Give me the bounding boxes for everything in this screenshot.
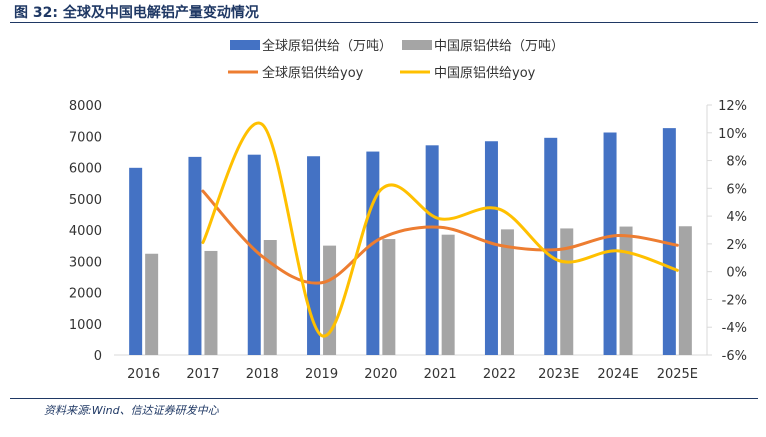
legend-item: 全球原铝供给（万吨） (230, 38, 392, 54)
x-tick-label: 2019 (305, 367, 338, 382)
left-tick-label: 5000 (69, 193, 102, 208)
x-tick-label: 2023E (538, 367, 579, 382)
x-tick-label: 2021 (424, 367, 457, 382)
china-supply-bar (145, 253, 159, 355)
legend-swatch-china-bar (402, 40, 432, 50)
legend-item: 中国原铝供给yoy (400, 66, 536, 81)
x-tick-label: 2024E (597, 367, 638, 382)
global-supply-bar (603, 132, 617, 355)
right-tick-label: 10% (718, 127, 747, 142)
global-supply-bar (247, 154, 261, 355)
x-tick-label: 2016 (127, 367, 160, 382)
chart-area: 全球原铝供给（万吨） 中国原铝供给（万吨） 全球原铝供给yoy 中国原铝供给yoy 0… (69, 38, 747, 382)
right-tick-label: 8% (726, 155, 747, 170)
right-tick-label: 6% (726, 182, 747, 197)
x-tick-label: 2022 (483, 367, 516, 382)
x-tick-label: 2017 (186, 367, 219, 382)
right-tick-label: 2% (726, 238, 747, 253)
china-supply-bar (500, 229, 514, 355)
china-supply-bar (619, 226, 633, 355)
right-tick-label: 12% (718, 99, 747, 114)
legend-label: 中国原铝供给yoy (434, 66, 536, 81)
global-supply-bar (544, 137, 558, 355)
bars (129, 128, 692, 355)
legend-label: 中国原铝供给（万吨） (434, 39, 564, 54)
right-tick-label: 4% (726, 210, 747, 225)
china-yoy-line (201, 121, 679, 338)
right-tick-label: -4% (722, 321, 747, 336)
china-supply-bar (263, 240, 277, 355)
left-tick-label: 4000 (69, 224, 102, 239)
left-tick-label: 0 (94, 349, 102, 364)
right-tick-label: -6% (722, 349, 747, 364)
left-tick-label: 2000 (69, 287, 102, 302)
x-tick-label: 2025E (657, 367, 698, 382)
china-supply-bar (441, 234, 455, 355)
left-tick-label: 1000 (69, 318, 102, 333)
global-yoy-line (201, 189, 679, 285)
left-tick-label: 3000 (69, 255, 102, 270)
figure-title: 图 32: 全球及中国电解铝产量变动情况 (14, 5, 259, 21)
global-supply-bar (188, 156, 202, 355)
lines (201, 121, 679, 338)
legend-item: 全球原铝供给yoy (228, 65, 364, 81)
global-supply-bar (662, 128, 676, 355)
source-note: 资料来源:Wind、信达证券研发中心 (44, 404, 219, 417)
x-axis-labels: 2016 2017 2018 2019 2020 2021 2022 2023E 2024E 20… (127, 367, 698, 382)
left-tick-label: 8000 (69, 99, 102, 114)
title-divider (10, 22, 758, 23)
global-supply-bar (307, 156, 321, 355)
legend-swatch-global-bar (230, 40, 260, 50)
legend: 全球原铝供给（万吨） 中国原铝供给（万吨） 全球原铝供给yoy 中国原铝供给yoy (228, 38, 564, 81)
axes: 0 1000 2000 3000 4000 5000 6000 7000 8000 -6% -4% -… (69, 99, 747, 364)
china-supply-bar (560, 228, 574, 355)
global-supply-bar (425, 145, 439, 355)
global-supply-bar (484, 141, 498, 355)
left-tick-label: 6000 (69, 162, 102, 177)
china-supply-bar (204, 250, 218, 355)
x-tick-label: 2020 (364, 367, 397, 382)
source-divider (10, 398, 758, 399)
legend-label: 全球原铝供给（万吨） (262, 38, 392, 54)
right-tick-label: 0% (726, 266, 747, 281)
china-supply-bar (382, 239, 396, 355)
china-supply-bar (323, 245, 337, 355)
china-supply-bar (678, 226, 692, 355)
global-supply-bar (129, 167, 143, 355)
legend-label: 全球原铝供给yoy (262, 65, 364, 81)
left-tick-label: 7000 (69, 130, 102, 145)
x-tick-label: 2018 (246, 367, 279, 382)
right-tick-label: -2% (722, 293, 747, 308)
global-supply-bar (366, 151, 380, 355)
legend-item: 中国原铝供给（万吨） (402, 39, 564, 54)
